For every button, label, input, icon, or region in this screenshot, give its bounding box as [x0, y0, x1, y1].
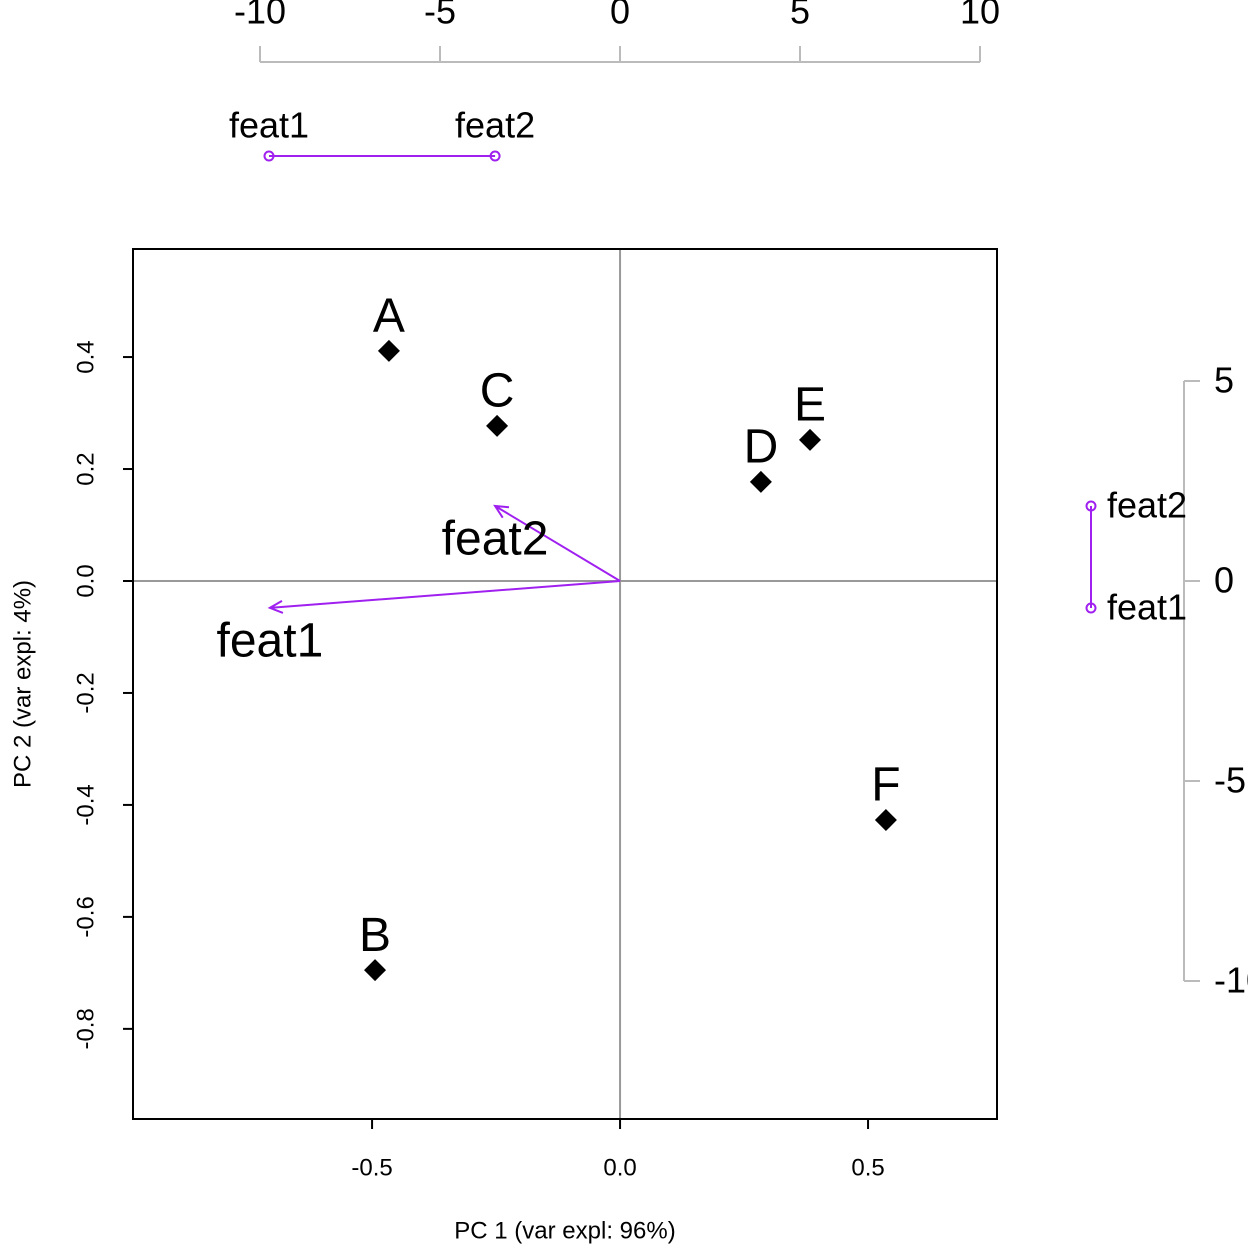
y-tick-label: 0.0: [72, 564, 99, 597]
x-tick-label: 5: [790, 0, 810, 32]
strip-label: feat2: [1107, 485, 1187, 526]
x-tick-label: -0.5: [351, 1154, 392, 1181]
x-tick-label: -5: [424, 0, 456, 32]
point-label: A: [373, 290, 405, 343]
y-tick-label: 5: [1214, 360, 1234, 401]
y-tick-label: -0.6: [72, 896, 99, 937]
strip-point: [263, 150, 275, 162]
y-tick-label: -5: [1214, 760, 1246, 801]
y-tick-label: 0: [1214, 560, 1234, 601]
loading-arrow: [493, 504, 621, 582]
y-tick-label: 0.2: [72, 452, 99, 485]
strip-label: feat1: [1107, 587, 1187, 628]
loading-label: feat2: [442, 513, 549, 566]
x-tick-label: 0.5: [851, 1154, 884, 1181]
y-axis-label: PC 2 (var expl: 4%): [9, 580, 36, 788]
x-tick-label: -10: [234, 0, 286, 32]
loading-arrow: [267, 579, 621, 614]
point: [874, 809, 897, 832]
y-tick-label: 0.4: [72, 340, 99, 373]
point-label: F: [871, 759, 900, 812]
loading-label: feat1: [217, 615, 324, 668]
strip-point: [1085, 500, 1097, 512]
strip-label: feat1: [229, 105, 309, 146]
point-label: C: [480, 365, 515, 418]
x-tick-label: 10: [960, 0, 1000, 32]
x-tick-label: 0: [610, 0, 630, 32]
point: [486, 414, 509, 437]
strip-point: [489, 150, 501, 162]
point: [749, 470, 772, 493]
x-tick-label: 0.0: [603, 1154, 636, 1181]
y-tick-label: -0.4: [72, 784, 99, 825]
point-label: D: [744, 421, 779, 474]
point-label: B: [359, 909, 391, 962]
point-label: E: [794, 379, 826, 432]
point: [364, 959, 387, 982]
x-axis-label: PC 1 (var expl: 96%): [454, 1217, 675, 1244]
strip-point: [1085, 602, 1097, 614]
point: [799, 428, 822, 451]
plot-frame: [132, 248, 998, 1120]
point: [377, 339, 400, 362]
y-tick-label: -0.8: [72, 1008, 99, 1049]
strip-label: feat2: [455, 105, 535, 146]
y-tick-label: -10: [1214, 960, 1248, 1001]
y-tick-label: -0.2: [72, 672, 99, 713]
